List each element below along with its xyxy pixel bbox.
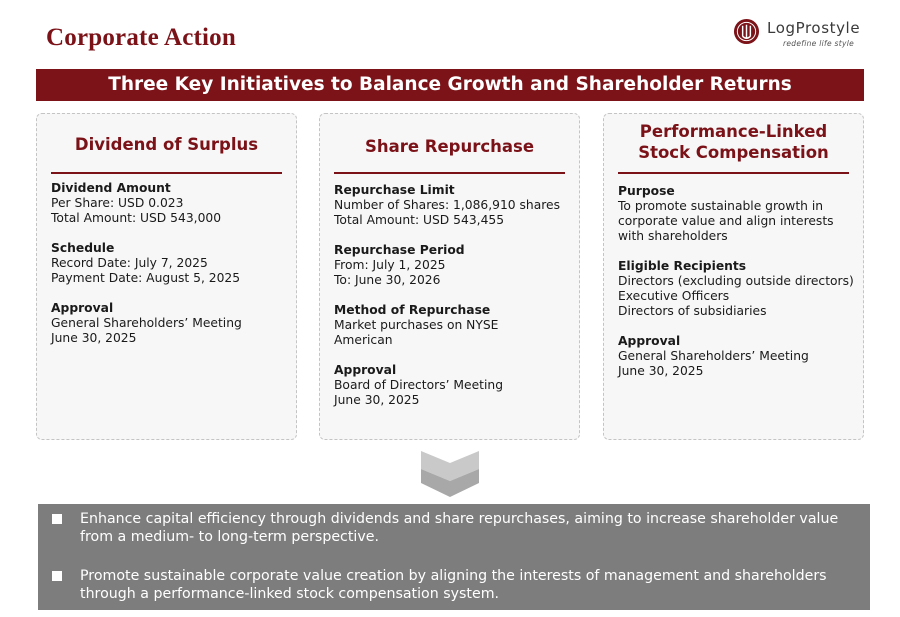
initiatives-banner: Three Key Initiatives to Balance Growth … [36,69,864,101]
square-bullet-icon [52,514,62,524]
section-eligible-recipients: Eligible Recipients Directors (excluding… [618,259,859,319]
section-label: Approval [618,334,681,348]
card-divider [334,172,565,174]
company-logo: LogProstyle redefine life style [733,16,883,52]
card-title-line: Dividend of Surplus [74,135,259,154]
section-approval: Approval General Shareholders’ Meeting J… [51,301,288,346]
chevron-down-icon [421,451,479,497]
summary-panel: Enhance capital efficiency through divid… [38,504,870,610]
card-title-line: Stock Compensation [638,143,829,162]
logo-tagline: redefine life style [783,39,855,48]
section-line: General Shareholders’ Meeting [618,349,809,363]
card-body: Dividend Amount Per Share: USD 0.023 Tot… [51,181,288,361]
summary-bullet: Enhance capital efficiency through divid… [52,510,850,546]
summary-bullet-text: Enhance capital efficiency through divid… [80,511,839,545]
page-title: Corporate Action [46,24,236,51]
section-line: To promote sustainable growth in [618,199,824,213]
section-line: Record Date: July 7, 2025 [51,256,208,270]
section-label: Eligible Recipients [618,259,747,273]
section-line: To: June 30, 2026 [334,273,441,287]
section-line: Board of Directors’ Meeting [334,378,504,392]
card-body: Repurchase Limit Number of Shares: 1,086… [334,183,571,423]
square-bullet-icon [52,571,62,581]
card-dividend-of-surplus: Dividend of Surplus Dividend Amount Per … [36,113,297,440]
card-divider [51,172,282,174]
section-label: Repurchase Period [334,243,465,257]
section-label: Dividend Amount [51,181,171,195]
card-title-line: Share Repurchase [364,137,535,156]
section-line: Market purchases on NYSE [334,318,499,332]
section-line: General Shareholders’ Meeting [51,316,242,330]
card-body: Purpose To promote sustainable growth in… [618,184,859,394]
card-title: Share Repurchase [320,136,579,157]
section-line: Total Amount: USD 543,455 [334,213,505,227]
section-label: Approval [51,301,114,315]
section-line: American [334,333,393,347]
section-line: corporate value and align interests [618,214,834,228]
card-performance-linked-stock-compensation: Performance-Linked Stock Compensation Pu… [603,113,864,440]
section-line: June 30, 2025 [51,331,137,345]
logo-name: LogProstyle [767,19,861,37]
section-label: Method of Repurchase [334,303,491,317]
section-label: Repurchase Limit [334,183,455,197]
logo-mark-icon [733,18,760,45]
section-approval: Approval General Shareholders’ Meeting J… [618,334,859,379]
section-line: Payment Date: August 5, 2025 [51,271,241,285]
section-line: Number of Shares: 1,086,910 shares [334,198,560,212]
section-line: Total Amount: USD 543,000 [51,211,222,225]
card-divider [618,172,849,174]
section-line: June 30, 2025 [618,364,704,378]
section-line: Directors of subsidiaries [618,304,767,318]
section-repurchase-limit: Repurchase Limit Number of Shares: 1,086… [334,183,571,228]
card-title: Performance-Linked Stock Compensation [604,121,863,163]
section-repurchase-period: Repurchase Period From: July 1, 2025 To:… [334,243,571,288]
section-label: Purpose [618,184,675,198]
section-label: Schedule [51,241,115,255]
section-line: Directors (excluding outside directors) [618,274,854,288]
section-approval: Approval Board of Directors’ Meeting Jun… [334,363,571,408]
summary-bullet-text: Promote sustainable corporate value crea… [80,568,827,602]
section-line: June 30, 2025 [334,393,420,407]
section-line: From: July 1, 2025 [334,258,446,272]
section-label: Approval [334,363,397,377]
section-line: Per Share: USD 0.023 [51,196,184,210]
card-share-repurchase: Share Repurchase Repurchase Limit Number… [319,113,580,440]
section-purpose: Purpose To promote sustainable growth in… [618,184,859,244]
card-title-line: Performance-Linked [639,122,828,141]
section-schedule: Schedule Record Date: July 7, 2025 Payme… [51,241,288,286]
summary-bullet: Promote sustainable corporate value crea… [52,567,850,603]
section-method-of-repurchase: Method of Repurchase Market purchases on… [334,303,571,348]
section-dividend-amount: Dividend Amount Per Share: USD 0.023 Tot… [51,181,288,226]
section-line: with shareholders [618,229,728,243]
section-line: Executive Officers [618,289,730,303]
card-title: Dividend of Surplus [37,134,296,155]
